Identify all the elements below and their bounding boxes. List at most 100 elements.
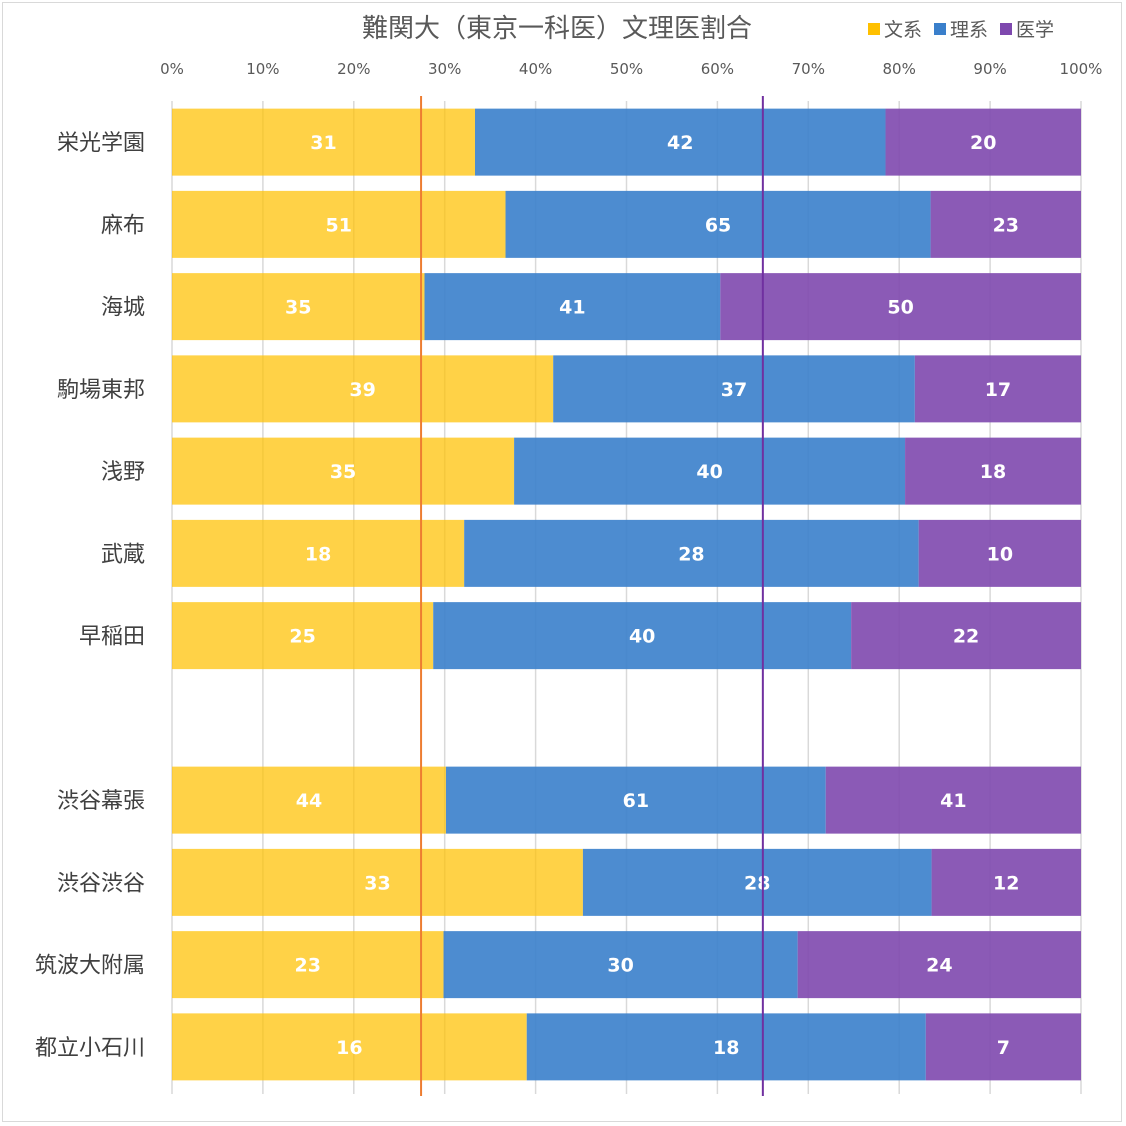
bar-1-10 xyxy=(443,931,798,999)
bar-0-2 xyxy=(172,273,425,341)
bar-2-6 xyxy=(851,602,1081,670)
data-label: 17 xyxy=(985,379,1011,401)
x-tick-label: 10% xyxy=(246,60,279,78)
data-label: 50 xyxy=(887,297,913,319)
category-label: 渋谷幕張 xyxy=(57,789,145,814)
category-label: 渋谷渋谷 xyxy=(57,871,145,896)
x-tick-label: 60% xyxy=(701,60,734,78)
data-label: 42 xyxy=(667,132,693,154)
category-label: 駒場東邦 xyxy=(57,378,145,403)
bar-2-2 xyxy=(720,273,1081,341)
bar-1-0 xyxy=(475,108,886,176)
bar-2-0 xyxy=(885,108,1081,176)
bar-0-4 xyxy=(172,437,515,505)
data-label: 24 xyxy=(926,955,952,977)
bar-2-4 xyxy=(905,437,1081,505)
bar-2-1 xyxy=(930,190,1081,258)
legend-item-1: 理系 xyxy=(934,15,988,42)
legend-label-1: 理系 xyxy=(950,19,989,41)
bar-0-10 xyxy=(172,931,444,999)
x-tick-label: 80% xyxy=(883,60,916,78)
legend-label-0: 文系 xyxy=(884,19,923,41)
category-label: 浅野 xyxy=(101,460,145,485)
data-label: 51 xyxy=(326,214,352,236)
data-label: 30 xyxy=(607,955,633,977)
data-label: 22 xyxy=(953,626,979,648)
data-label: 31 xyxy=(310,132,336,154)
category-label: 海城 xyxy=(101,296,145,321)
bar-0-8 xyxy=(172,766,446,834)
bar-1-4 xyxy=(514,437,906,505)
data-label: 28 xyxy=(744,872,770,894)
data-label: 23 xyxy=(295,955,321,977)
x-tick-label: 20% xyxy=(337,60,370,78)
x-tick-label: 40% xyxy=(519,60,552,78)
bar-2-9 xyxy=(931,848,1081,916)
legend-swatch-1 xyxy=(934,22,947,35)
legend-swatch-2 xyxy=(1000,22,1013,35)
category-label: 栄光学園 xyxy=(57,131,145,156)
x-tick-label: 30% xyxy=(428,60,461,78)
legend-item-0: 文系 xyxy=(868,15,922,42)
category-label: 都立小石川 xyxy=(35,1036,145,1061)
bar-1-5 xyxy=(464,519,919,587)
data-label: 18 xyxy=(305,543,331,565)
data-label: 7 xyxy=(997,1037,1010,1059)
data-label: 39 xyxy=(349,379,375,401)
data-label: 12 xyxy=(993,872,1019,894)
data-label: 40 xyxy=(696,461,722,483)
bar-2-5 xyxy=(918,519,1081,587)
data-label: 28 xyxy=(678,543,704,565)
data-label: 35 xyxy=(330,461,356,483)
x-tick-label: 70% xyxy=(792,60,825,78)
x-tick-label: 90% xyxy=(973,60,1006,78)
bar-0-6 xyxy=(172,602,434,670)
data-label: 41 xyxy=(940,790,966,812)
data-label: 61 xyxy=(623,790,649,812)
x-tick-label: 100% xyxy=(1060,60,1103,78)
data-label: 35 xyxy=(285,297,311,319)
data-label: 18 xyxy=(980,461,1006,483)
bar-2-11 xyxy=(925,1013,1081,1081)
data-label: 44 xyxy=(296,790,322,812)
legend-item-2: 医学 xyxy=(1000,15,1054,42)
bar-2-10 xyxy=(797,931,1081,999)
data-label: 20 xyxy=(970,132,996,154)
category-label: 武蔵 xyxy=(101,542,145,567)
data-label: 18 xyxy=(713,1037,739,1059)
bar-0-9 xyxy=(172,848,583,916)
data-label: 40 xyxy=(629,626,655,648)
category-label: 早稲田 xyxy=(79,625,145,650)
bar-0-3 xyxy=(172,355,554,423)
data-label: 41 xyxy=(559,297,585,319)
bar-1-6 xyxy=(433,602,852,670)
bar-0-0 xyxy=(172,108,475,176)
bar-1-2 xyxy=(424,273,721,341)
chart-title: 難関大（東京一科医）文理医割合 xyxy=(362,14,753,44)
bar-0-1 xyxy=(172,190,506,258)
data-label: 25 xyxy=(289,626,315,648)
bar-2-3 xyxy=(914,355,1081,423)
x-tick-label: 0% xyxy=(160,60,184,78)
data-label: 65 xyxy=(705,214,731,236)
bar-1-9 xyxy=(582,848,932,916)
category-label: 麻布 xyxy=(101,213,145,238)
category-label: 筑波大附属 xyxy=(35,954,145,979)
legend-label-2: 医学 xyxy=(1016,19,1055,41)
bar-2-8 xyxy=(825,766,1081,834)
data-label: 16 xyxy=(336,1037,362,1059)
data-label: 33 xyxy=(364,872,390,894)
legend-swatch-0 xyxy=(868,22,880,35)
data-label: 23 xyxy=(993,214,1019,236)
bar-0-5 xyxy=(172,519,465,587)
bar-0-11 xyxy=(172,1013,527,1081)
data-label: 37 xyxy=(721,379,747,401)
legend: 文系 理系 医学 xyxy=(868,15,1054,42)
bar-1-3 xyxy=(553,355,915,423)
bar-1-1 xyxy=(505,190,931,258)
data-label: 10 xyxy=(987,543,1013,565)
x-tick-label: 50% xyxy=(610,60,643,78)
bar-1-11 xyxy=(526,1013,926,1081)
